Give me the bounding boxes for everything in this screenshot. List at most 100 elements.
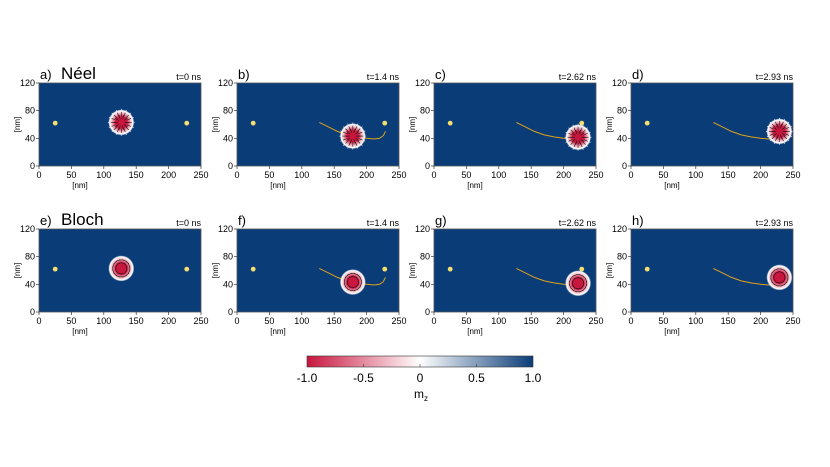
time-label: t=2.62 ns bbox=[559, 218, 597, 228]
x-tick-label: 200 bbox=[359, 170, 374, 180]
x-axis-label: [nm] bbox=[467, 181, 483, 190]
colorbar-ticks: -1.0 -0.5 0 0.5 1.0 bbox=[297, 364, 542, 385]
y-axis-label: [nm] bbox=[13, 117, 22, 133]
y-tick-label: 120 bbox=[415, 224, 430, 234]
pinning-marker bbox=[579, 266, 585, 272]
skyrmion-core bbox=[346, 275, 360, 289]
panel-letter: d) bbox=[632, 67, 644, 82]
magnetization-map bbox=[434, 83, 596, 166]
x-tick-label: 150 bbox=[524, 316, 539, 326]
x-tick-label: 250 bbox=[785, 316, 800, 326]
x-tick-label: 250 bbox=[785, 170, 800, 180]
x-tick-label: 150 bbox=[524, 170, 539, 180]
axes-frame bbox=[630, 228, 794, 313]
time-label: t=0 ns bbox=[176, 218, 201, 228]
magnetization-map bbox=[237, 83, 399, 166]
skyrmion-core bbox=[571, 131, 585, 144]
y-tick-label: 40 bbox=[223, 133, 233, 143]
axis-ticks: 0 50 100 150 200 250 0 40 80 120 bbox=[20, 78, 209, 180]
y-tick-label: 0 bbox=[228, 307, 233, 317]
y-axis-label: [nm] bbox=[13, 263, 22, 279]
x-axis-label: [nm] bbox=[664, 181, 680, 190]
skyrmion-core bbox=[115, 116, 128, 129]
panel-e: 0 50 100 150 200 250 0 40 80 120 [nm] [nm] e) t=0 ns B… bbox=[13, 210, 209, 336]
x-tick-label: 150 bbox=[327, 170, 342, 180]
x-tick-label: 250 bbox=[588, 316, 603, 326]
axes-frame bbox=[38, 228, 202, 313]
axis-ticks: 0 50 100 150 200 250 0 40 80 120 bbox=[612, 224, 801, 326]
axes-frame bbox=[236, 82, 400, 167]
pinning-marker bbox=[447, 120, 453, 126]
x-tick-label: 0 bbox=[628, 316, 633, 326]
time-label: t=2.93 ns bbox=[756, 72, 794, 82]
x-tick-label: 200 bbox=[753, 170, 768, 180]
y-tick-label: 80 bbox=[617, 252, 627, 262]
pinning-marker bbox=[184, 120, 190, 126]
x-tick-label: 250 bbox=[391, 316, 406, 326]
y-tick-label: 40 bbox=[617, 133, 627, 143]
axis-ticks: 0 50 100 150 200 250 0 40 80 120 bbox=[415, 224, 604, 326]
magnetization-map bbox=[631, 229, 793, 312]
x-axis-label: [nm] bbox=[270, 181, 286, 190]
x-tick-label: 200 bbox=[556, 316, 571, 326]
panel-letter: a) bbox=[40, 67, 52, 82]
axis-ticks: 0 50 100 150 200 250 0 40 80 120 bbox=[20, 224, 209, 326]
x-tick-label: 50 bbox=[658, 316, 668, 326]
bloch-skyrmion bbox=[766, 264, 793, 291]
panel-a: 0 50 100 150 200 250 0 40 80 120 [nm] [nm] a) t=0 ns N… bbox=[13, 64, 209, 190]
x-tick-label: 50 bbox=[264, 170, 274, 180]
y-tick-label: 40 bbox=[420, 279, 430, 289]
x-tick-label: 250 bbox=[588, 170, 603, 180]
y-tick-label: 80 bbox=[617, 106, 627, 116]
colorbar-label: mz bbox=[414, 387, 428, 403]
colorbar-tick-label: -1.0 bbox=[297, 371, 318, 385]
x-tick-label: 100 bbox=[491, 316, 506, 326]
neel-skyrmion bbox=[339, 122, 367, 150]
skyrmion-core bbox=[773, 125, 786, 138]
panel-letter: e) bbox=[40, 213, 52, 228]
x-tick-label: 100 bbox=[294, 170, 309, 180]
y-tick-label: 0 bbox=[622, 161, 627, 171]
x-tick-label: 100 bbox=[688, 316, 703, 326]
axes-frame bbox=[433, 228, 597, 313]
pinning-marker bbox=[579, 120, 585, 126]
y-tick-label: 120 bbox=[612, 224, 627, 234]
y-tick-label: 80 bbox=[420, 252, 430, 262]
panel-letter: b) bbox=[238, 67, 250, 82]
panel-c: 0 50 100 150 200 250 0 40 80 120 [nm] [nm] c) t=2.62 … bbox=[408, 67, 604, 190]
axis-ticks: 0 50 100 150 200 250 0 40 80 120 bbox=[218, 78, 407, 180]
x-tick-label: 0 bbox=[234, 316, 239, 326]
y-tick-label: 40 bbox=[420, 133, 430, 143]
spin-arrows bbox=[343, 273, 362, 292]
pinning-marker bbox=[382, 120, 388, 126]
spin-arrows bbox=[768, 120, 791, 143]
panel-b: 0 50 100 150 200 250 0 40 80 120 [nm] [nm] b) t=1.4 n… bbox=[211, 67, 407, 190]
x-tick-label: 200 bbox=[161, 316, 176, 326]
x-tick-label: 100 bbox=[96, 316, 111, 326]
x-axis-label: [nm] bbox=[467, 327, 483, 336]
skyrmion-core bbox=[571, 277, 585, 290]
panel-letter: g) bbox=[435, 213, 447, 228]
x-tick-label: 200 bbox=[359, 316, 374, 326]
axes-frame bbox=[38, 82, 202, 167]
row-title-neel: Néel bbox=[61, 64, 96, 83]
axes-frame bbox=[433, 82, 597, 167]
panel-f: 0 50 100 150 200 250 0 40 80 120 [nm] [nm] f) t=1.4 n… bbox=[211, 213, 407, 336]
y-tick-label: 120 bbox=[218, 224, 233, 234]
neel-skyrmion bbox=[765, 117, 793, 145]
x-tick-label: 0 bbox=[431, 170, 436, 180]
x-tick-label: 50 bbox=[66, 316, 76, 326]
x-tick-label: 200 bbox=[161, 170, 176, 180]
y-tick-label: 0 bbox=[228, 161, 233, 171]
x-tick-label: 50 bbox=[461, 170, 471, 180]
spin-arrows bbox=[567, 126, 589, 148]
spin-arrows bbox=[770, 268, 789, 287]
x-tick-label: 50 bbox=[658, 170, 668, 180]
x-tick-label: 150 bbox=[721, 316, 736, 326]
x-axis-label: [nm] bbox=[72, 327, 88, 336]
y-tick-label: 0 bbox=[30, 307, 35, 317]
x-tick-label: 200 bbox=[556, 170, 571, 180]
x-tick-label: 0 bbox=[234, 170, 239, 180]
spin-arrows bbox=[569, 274, 588, 293]
y-tick-label: 80 bbox=[420, 106, 430, 116]
